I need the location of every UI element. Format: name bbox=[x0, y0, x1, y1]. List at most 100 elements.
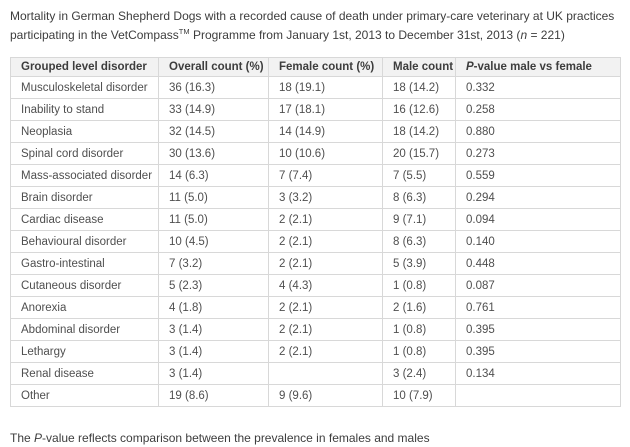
footnote-italic-p: P bbox=[34, 431, 43, 445]
cell-disorder: Behavioural disorder bbox=[10, 230, 159, 253]
cell-disorder: Brain disorder bbox=[10, 186, 159, 209]
table-footnote: The P-value reflects comparison between … bbox=[10, 431, 620, 445]
cell-male-count: 8 (6.3) bbox=[382, 186, 456, 209]
cell-overall-count: 3 (1.4) bbox=[158, 362, 269, 385]
table-row: Spinal cord disorder 30 (13.6) 10 (10.6)… bbox=[10, 142, 621, 165]
cell-overall-count: 3 (1.4) bbox=[158, 340, 269, 363]
cell-overall-count: 4 (1.8) bbox=[158, 296, 269, 319]
cell-male-count: 1 (0.8) bbox=[382, 318, 456, 341]
col-header-male: Male count bbox=[382, 57, 456, 77]
cell-overall-count: 19 (8.6) bbox=[158, 384, 269, 407]
cell-overall-count: 33 (14.9) bbox=[158, 98, 269, 121]
cell-female-count: 2 (2.1) bbox=[268, 252, 383, 275]
table-row: Lethargy 3 (1.4) 2 (2.1) 1 (0.8) 0.395 bbox=[10, 340, 621, 363]
cell-disorder: Abdominal disorder bbox=[10, 318, 159, 341]
cell-female-count: 14 (14.9) bbox=[268, 120, 383, 143]
cell-female-count: 2 (2.1) bbox=[268, 208, 383, 231]
table-row: Cardiac disease 11 (5.0) 2 (2.1) 9 (7.1)… bbox=[10, 208, 621, 231]
table-row: Inability to stand 33 (14.9) 17 (18.1) 1… bbox=[10, 98, 621, 121]
cell-overall-count: 11 (5.0) bbox=[158, 186, 269, 209]
cell-disorder: Inability to stand bbox=[10, 98, 159, 121]
cell-male-count: 18 (14.2) bbox=[382, 76, 456, 99]
cell-female-count bbox=[268, 362, 383, 385]
cell-disorder: Cutaneous disorder bbox=[10, 274, 159, 297]
table-header-row: Grouped level disorder Overall count (%)… bbox=[10, 57, 621, 77]
cell-pvalue: 0.448 bbox=[455, 252, 621, 275]
cell-disorder: Neoplasia bbox=[10, 120, 159, 143]
cell-overall-count: 30 (13.6) bbox=[158, 142, 269, 165]
cell-male-count: 5 (3.9) bbox=[382, 252, 456, 275]
cell-female-count: 9 (9.6) bbox=[268, 384, 383, 407]
cell-disorder: Gastro-intestinal bbox=[10, 252, 159, 275]
cell-pvalue: 0.332 bbox=[455, 76, 621, 99]
cell-pvalue: 0.258 bbox=[455, 98, 621, 121]
cell-male-count: 10 (7.9) bbox=[382, 384, 456, 407]
col-header-female: Female count (%) bbox=[268, 57, 383, 77]
pvalue-italic-p: P bbox=[466, 61, 474, 73]
table-row: Musculoskeletal disorder 36 (16.3) 18 (1… bbox=[10, 76, 621, 99]
cell-female-count: 2 (2.1) bbox=[268, 296, 383, 319]
cell-pvalue: 0.395 bbox=[455, 318, 621, 341]
table-row: Abdominal disorder 3 (1.4) 2 (2.1) 1 (0.… bbox=[10, 318, 621, 341]
table-row: Other 19 (8.6) 9 (9.6) 10 (7.9) bbox=[10, 384, 621, 407]
table-row: Renal disease 3 (1.4) 3 (2.4) 0.134 bbox=[10, 362, 621, 385]
cell-overall-count: 36 (16.3) bbox=[158, 76, 269, 99]
cell-overall-count: 3 (1.4) bbox=[158, 318, 269, 341]
caption-n-symbol: n bbox=[520, 27, 528, 42]
cell-overall-count: 7 (3.2) bbox=[158, 252, 269, 275]
cell-pvalue: 0.559 bbox=[455, 164, 621, 187]
caption-text-part2: Programme from January 1st, 2013 to Dece… bbox=[189, 27, 521, 42]
caption-text-part1: Mortality in German Shepherd Dogs with a… bbox=[10, 9, 615, 42]
cell-overall-count: 14 (6.3) bbox=[158, 164, 269, 187]
cell-male-count: 1 (0.8) bbox=[382, 274, 456, 297]
cell-overall-count: 11 (5.0) bbox=[158, 208, 269, 231]
cell-male-count: 8 (6.3) bbox=[382, 230, 456, 253]
footnote-part1: The bbox=[10, 431, 35, 445]
cell-female-count: 3 (3.2) bbox=[268, 186, 383, 209]
cell-overall-count: 10 (4.5) bbox=[158, 230, 269, 253]
col-header-overall: Overall count (%) bbox=[158, 57, 269, 77]
footnote-part2: -value reflects comparison between the p… bbox=[42, 431, 430, 445]
cell-overall-count: 32 (14.5) bbox=[158, 120, 269, 143]
cell-male-count: 3 (2.4) bbox=[382, 362, 456, 385]
cell-pvalue: 0.140 bbox=[455, 230, 621, 253]
cell-overall-count: 5 (2.3) bbox=[158, 274, 269, 297]
caption-text-part3: = 221) bbox=[527, 27, 565, 42]
cell-male-count: 7 (5.5) bbox=[382, 164, 456, 187]
table-row: Anorexia 4 (1.8) 2 (2.1) 2 (1.6) 0.761 bbox=[10, 296, 621, 319]
table-row: Cutaneous disorder 5 (2.3) 4 (4.3) 1 (0.… bbox=[10, 274, 621, 297]
cell-male-count: 20 (15.7) bbox=[382, 142, 456, 165]
table-row: Mass-associated disorder 14 (6.3) 7 (7.4… bbox=[10, 164, 621, 187]
col-header-pvalue: P-value male vs female bbox=[455, 57, 621, 77]
cell-disorder: Anorexia bbox=[10, 296, 159, 319]
table-row: Behavioural disorder 10 (4.5) 2 (2.1) 8 … bbox=[10, 230, 621, 253]
cell-male-count: 9 (7.1) bbox=[382, 208, 456, 231]
cell-female-count: 2 (2.1) bbox=[268, 230, 383, 253]
mortality-table: Grouped level disorder Overall count (%)… bbox=[10, 57, 621, 407]
table-row: Gastro-intestinal 7 (3.2) 2 (2.1) 5 (3.9… bbox=[10, 252, 621, 275]
table-row: Brain disorder 11 (5.0) 3 (3.2) 8 (6.3) … bbox=[10, 186, 621, 209]
cell-pvalue bbox=[455, 384, 621, 407]
cell-female-count: 2 (2.1) bbox=[268, 318, 383, 341]
table-body: Musculoskeletal disorder 36 (16.3) 18 (1… bbox=[10, 76, 621, 407]
cell-pvalue: 0.094 bbox=[455, 208, 621, 231]
cell-female-count: 10 (10.6) bbox=[268, 142, 383, 165]
cell-male-count: 1 (0.8) bbox=[382, 340, 456, 363]
cell-disorder: Lethargy bbox=[10, 340, 159, 363]
cell-pvalue: 0.273 bbox=[455, 142, 621, 165]
cell-disorder: Cardiac disease bbox=[10, 208, 159, 231]
cell-disorder: Spinal cord disorder bbox=[10, 142, 159, 165]
cell-pvalue: 0.087 bbox=[455, 274, 621, 297]
cell-pvalue: 0.761 bbox=[455, 296, 621, 319]
cell-male-count: 2 (1.6) bbox=[382, 296, 456, 319]
table-row: Neoplasia 32 (14.5) 14 (14.9) 18 (14.2) … bbox=[10, 120, 621, 143]
cell-female-count: 18 (19.1) bbox=[268, 76, 383, 99]
cell-male-count: 16 (12.6) bbox=[382, 98, 456, 121]
cell-male-count: 18 (14.2) bbox=[382, 120, 456, 143]
cell-pvalue: 0.880 bbox=[455, 120, 621, 143]
col-header-disorder: Grouped level disorder bbox=[10, 57, 159, 77]
cell-female-count: 7 (7.4) bbox=[268, 164, 383, 187]
cell-disorder: Mass-associated disorder bbox=[10, 164, 159, 187]
pvalue-rest: -value male vs female bbox=[473, 61, 592, 73]
